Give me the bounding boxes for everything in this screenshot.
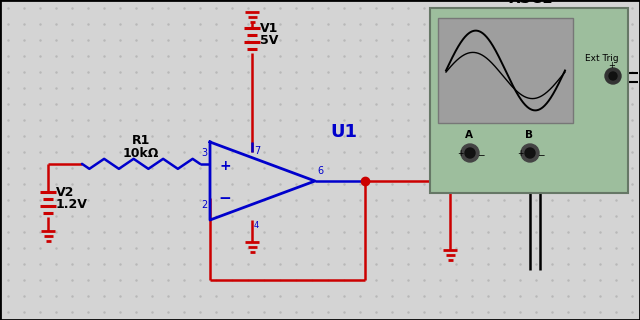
Circle shape bbox=[609, 72, 617, 80]
Text: 10kΩ: 10kΩ bbox=[123, 147, 159, 160]
Circle shape bbox=[605, 68, 621, 84]
Text: 4: 4 bbox=[254, 221, 259, 230]
Text: 1.2V: 1.2V bbox=[56, 198, 88, 211]
Bar bbox=[438, 18, 573, 123]
Text: XSC1: XSC1 bbox=[509, 0, 554, 6]
Text: −: − bbox=[608, 73, 616, 83]
Text: V2: V2 bbox=[56, 186, 74, 199]
Circle shape bbox=[461, 144, 479, 162]
Text: −: − bbox=[477, 150, 484, 159]
Text: V1: V1 bbox=[260, 22, 278, 35]
Text: Ext Trig: Ext Trig bbox=[585, 54, 619, 63]
Text: −: − bbox=[219, 191, 232, 206]
Text: +: + bbox=[457, 149, 463, 158]
Bar bbox=[430, 8, 628, 193]
Text: 6: 6 bbox=[317, 166, 323, 176]
Circle shape bbox=[521, 144, 539, 162]
Text: 7: 7 bbox=[254, 146, 260, 156]
Text: +: + bbox=[517, 149, 524, 158]
Text: +: + bbox=[219, 159, 231, 173]
Text: A: A bbox=[465, 130, 473, 140]
Text: R1: R1 bbox=[132, 134, 150, 147]
Text: 5V: 5V bbox=[260, 34, 278, 47]
Text: +: + bbox=[608, 61, 615, 70]
Text: 3: 3 bbox=[201, 148, 207, 158]
Text: 2: 2 bbox=[201, 200, 207, 210]
Circle shape bbox=[465, 148, 475, 158]
Circle shape bbox=[525, 148, 535, 158]
Text: B: B bbox=[525, 130, 533, 140]
Text: U1: U1 bbox=[330, 123, 357, 141]
Text: −: − bbox=[537, 150, 545, 159]
